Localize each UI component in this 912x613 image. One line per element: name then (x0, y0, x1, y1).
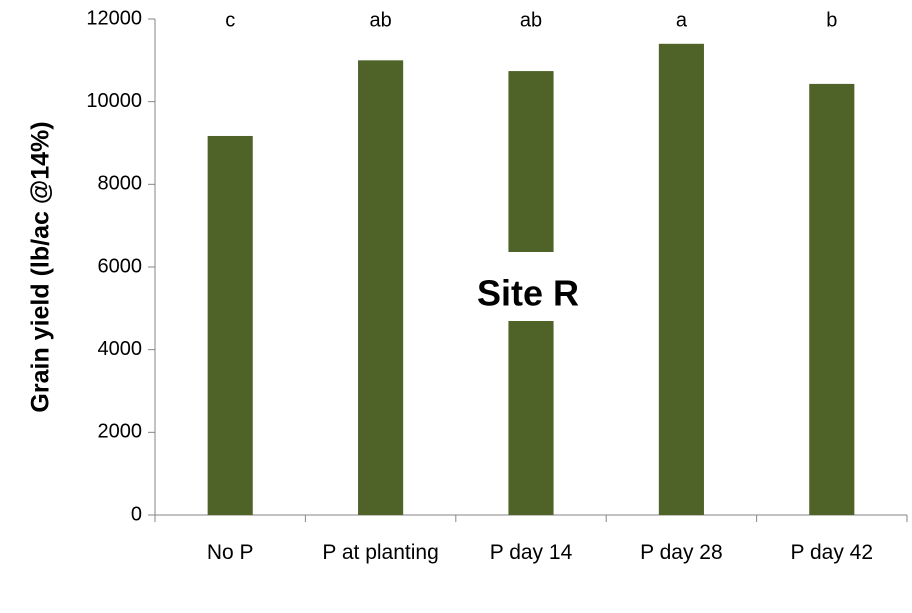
x-tick-label-box: P day 42 (790, 541, 874, 564)
x-tick-label: P day 42 (790, 541, 874, 564)
x-tick-label-box: No P (206, 541, 254, 564)
x-tick-label-box: P day 14 (489, 541, 573, 564)
significance-letter: c (225, 9, 235, 31)
y-tick-label: 6000 (98, 255, 143, 277)
y-axis-title: Grain yield (lb/ac @14%) (27, 121, 55, 412)
y-tick-label: 8000 (98, 173, 143, 195)
bar (658, 43, 704, 516)
annotation: Site R (477, 273, 579, 314)
x-tick-label: P day 14 (489, 541, 573, 564)
bar (207, 135, 253, 515)
significance-letter: ab (369, 9, 391, 31)
x-tick-label: P day 28 (640, 541, 723, 564)
y-tick-label: 10000 (86, 90, 142, 112)
x-tick-label: No P (206, 541, 254, 564)
significance-letter: a (676, 9, 688, 31)
x-tick-label-box: P at planting (322, 541, 439, 564)
y-tick-label: 4000 (98, 338, 143, 360)
bar (809, 83, 855, 515)
y-tick-label: 0 (131, 503, 142, 525)
y-tick-label: 2000 (98, 421, 143, 443)
x-tick-label: P at planting (322, 541, 439, 564)
significance-letter: ab (520, 9, 542, 31)
bar (358, 60, 404, 515)
x-tick-label-box: P day 28 (640, 541, 723, 564)
annotation-background (451, 252, 611, 321)
significance-letter: b (826, 9, 837, 31)
y-tick-label: 12000 (86, 7, 142, 29)
